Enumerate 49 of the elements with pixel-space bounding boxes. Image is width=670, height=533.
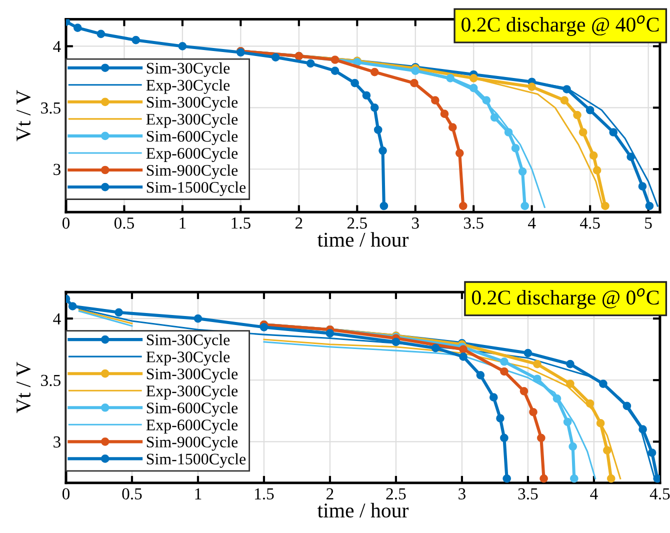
legend-label: Sim-300Cycle [146,96,238,111]
legend-label: Exp-600Cycle [146,419,238,434]
legend-label: Sim-1500Cycle [146,182,246,196]
x-tick-label: 0 [62,488,70,500]
legend-label: Exp-30Cycle [146,351,230,366]
legend-label: Sim-300Cycle [146,368,238,383]
y-axis-title: Vt / V [16,90,31,142]
y-tick-label: 3.5 [41,102,60,114]
legend-label: Sim-1500Cycle [146,453,246,468]
y-tick-label: 3.5 [41,374,60,386]
x-tick-label: 2 [326,488,334,500]
legend-label: Sim-600Cycle [146,402,238,417]
legend-label: Exp-600Cycle [146,147,238,162]
x-tick-label: 3 [412,218,419,229]
x-tick-label: 0.5 [122,488,142,500]
y-axis-title: Vt / V [16,362,31,414]
legend-label: Sim-30Cycle [146,62,230,77]
x-tick-label: 1.5 [232,218,250,229]
x-tick-label: 1.5 [255,488,274,500]
x-tick-label: 4.5 [580,218,600,229]
x-tick-label: 4 [528,218,536,229]
y-tick-label: 4 [53,41,61,52]
x-tick-label: 4.5 [650,488,670,500]
legend-label: Sim-900Cycle [146,436,238,451]
annotation: 0.2C discharge @ 40$^{o}$C [462,15,659,36]
x-tick-label: 2 [295,218,302,229]
legend-label: Sim-600Cycle [146,130,238,145]
x-tick-label: 2.5 [386,488,406,500]
x-tick-label: 1 [195,488,202,500]
legend-label: Exp-300Cycle [146,385,238,400]
x-tick-label: 0 [62,217,70,229]
y-tick-label: 3 [54,436,60,448]
legend-label: Sim-900Cycle [146,164,238,180]
legend-label: Exp-30Cycle [146,79,230,94]
annotation: 0.2C discharge @ 0$^{o}$C [472,288,659,309]
x-tick-label: 3 [458,488,466,500]
y-tick-label: 3 [54,164,60,176]
x-axis-title: time / hour [317,232,408,247]
legend-label: Sim-30Cycle [146,334,230,349]
x-tick-label: 5 [645,218,652,229]
x-tick-label: 4 [590,488,598,500]
x-tick-label: 1 [180,218,186,229]
x-tick-label: 0.5 [114,217,134,229]
x-tick-label: 3.5 [518,488,538,500]
y-tick-label: 4 [53,313,61,324]
legend-label: Exp-300Cycle [146,113,238,128]
x-tick-label: 3.5 [464,218,484,229]
x-tick-label: 2.5 [347,218,367,229]
x-axis-title: time / hour [317,502,408,518]
